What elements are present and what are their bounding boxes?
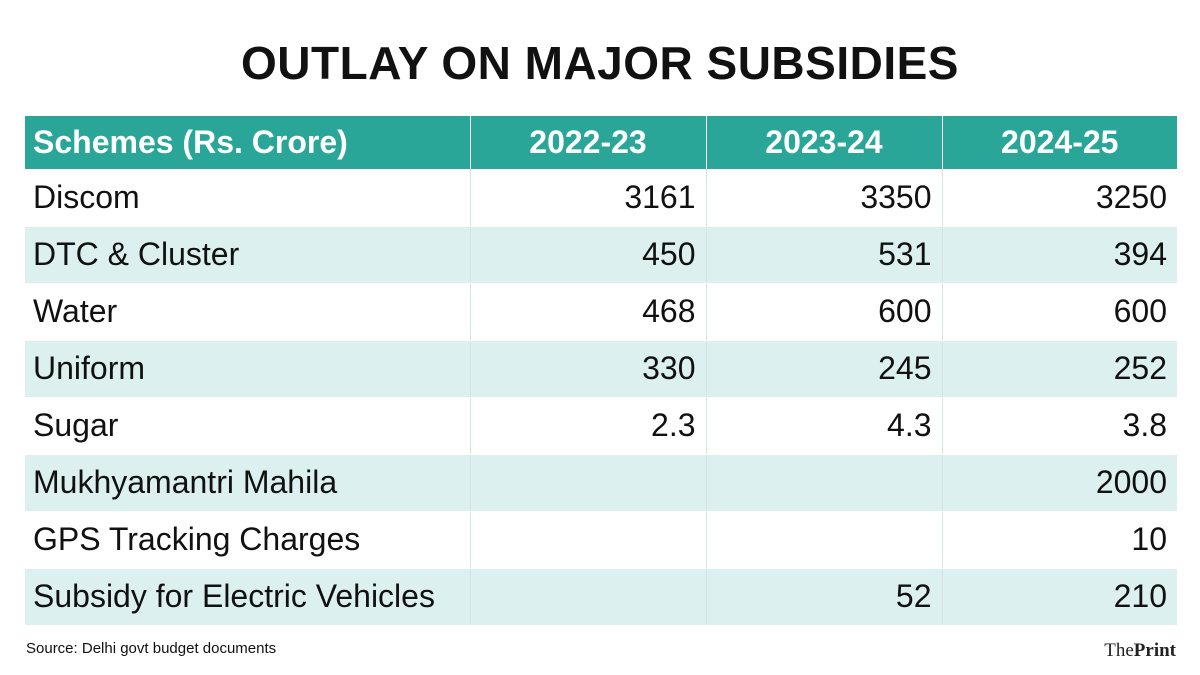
table-row: Sugar 2.3 4.3 3.8 bbox=[25, 397, 1177, 455]
value-2023-24 bbox=[706, 511, 943, 569]
page-title: OUTLAY ON MAJOR SUBSIDIES bbox=[241, 37, 959, 89]
value-2023-24: 3350 bbox=[706, 169, 943, 227]
value-2022-23: 450 bbox=[470, 226, 707, 284]
table-row: Mukhyamantri Mahila 2000 bbox=[25, 454, 1177, 512]
value-2023-24 bbox=[706, 454, 943, 512]
header-2024-25: 2024-25 bbox=[942, 116, 1177, 169]
table-row: Discom 3161 3350 3250 bbox=[25, 169, 1177, 227]
subsidy-table: Schemes (Rs. Crore) 2022-23 2023-24 2024… bbox=[25, 116, 1177, 626]
value-2023-24: 245 bbox=[706, 340, 943, 398]
logo-the: The bbox=[1104, 640, 1134, 661]
value-2024-25: 394 bbox=[942, 226, 1177, 284]
header-row: Schemes (Rs. Crore) 2022-23 2023-24 2024… bbox=[25, 116, 1177, 169]
table-row: Uniform 330 245 252 bbox=[25, 340, 1177, 398]
scheme-name: Uniform bbox=[25, 340, 471, 398]
value-2023-24: 52 bbox=[706, 568, 943, 626]
scheme-name: Discom bbox=[25, 169, 471, 227]
header-2022-23: 2022-23 bbox=[470, 116, 707, 169]
scheme-name: DTC & Cluster bbox=[25, 226, 471, 284]
value-2024-25: 10 bbox=[942, 511, 1177, 569]
value-2022-23: 3161 bbox=[470, 169, 707, 227]
value-2024-25: 3250 bbox=[942, 169, 1177, 227]
value-2022-23: 468 bbox=[470, 283, 707, 341]
header-2023-24: 2023-24 bbox=[706, 116, 943, 169]
source-note: Source: Delhi govt budget documents bbox=[26, 640, 277, 657]
scheme-name: Subsidy for Electric Vehicles bbox=[25, 568, 471, 626]
logo-print: Print bbox=[1133, 640, 1176, 661]
value-2024-25: 2000 bbox=[942, 454, 1177, 512]
scheme-name: GPS Tracking Charges bbox=[25, 511, 471, 569]
table-row: Subsidy for Electric Vehicles 52 210 bbox=[25, 568, 1177, 626]
table-row: DTC & Cluster 450 531 394 bbox=[25, 226, 1177, 284]
scheme-name: Mukhyamantri Mahila bbox=[25, 454, 471, 512]
scheme-name: Water bbox=[25, 283, 471, 341]
value-2023-24: 531 bbox=[706, 226, 943, 284]
value-2024-25: 210 bbox=[942, 568, 1177, 626]
value-2024-25: 3.8 bbox=[942, 397, 1177, 455]
value-2022-23: 330 bbox=[470, 340, 707, 398]
value-2022-23 bbox=[470, 511, 707, 569]
value-2024-25: 600 bbox=[942, 283, 1177, 341]
table-row: Water 468 600 600 bbox=[25, 283, 1177, 341]
value-2022-23 bbox=[470, 568, 707, 626]
value-2023-24: 4.3 bbox=[706, 397, 943, 455]
value-2024-25: 252 bbox=[942, 340, 1177, 398]
value-2022-23 bbox=[470, 454, 707, 512]
header-schemes: Schemes (Rs. Crore) bbox=[25, 116, 471, 169]
table-row: GPS Tracking Charges 10 bbox=[25, 511, 1177, 569]
scheme-name: Sugar bbox=[25, 397, 471, 455]
value-2022-23: 2.3 bbox=[470, 397, 707, 455]
theprint-logo: ThePrint bbox=[1104, 640, 1176, 662]
value-2023-24: 600 bbox=[706, 283, 943, 341]
